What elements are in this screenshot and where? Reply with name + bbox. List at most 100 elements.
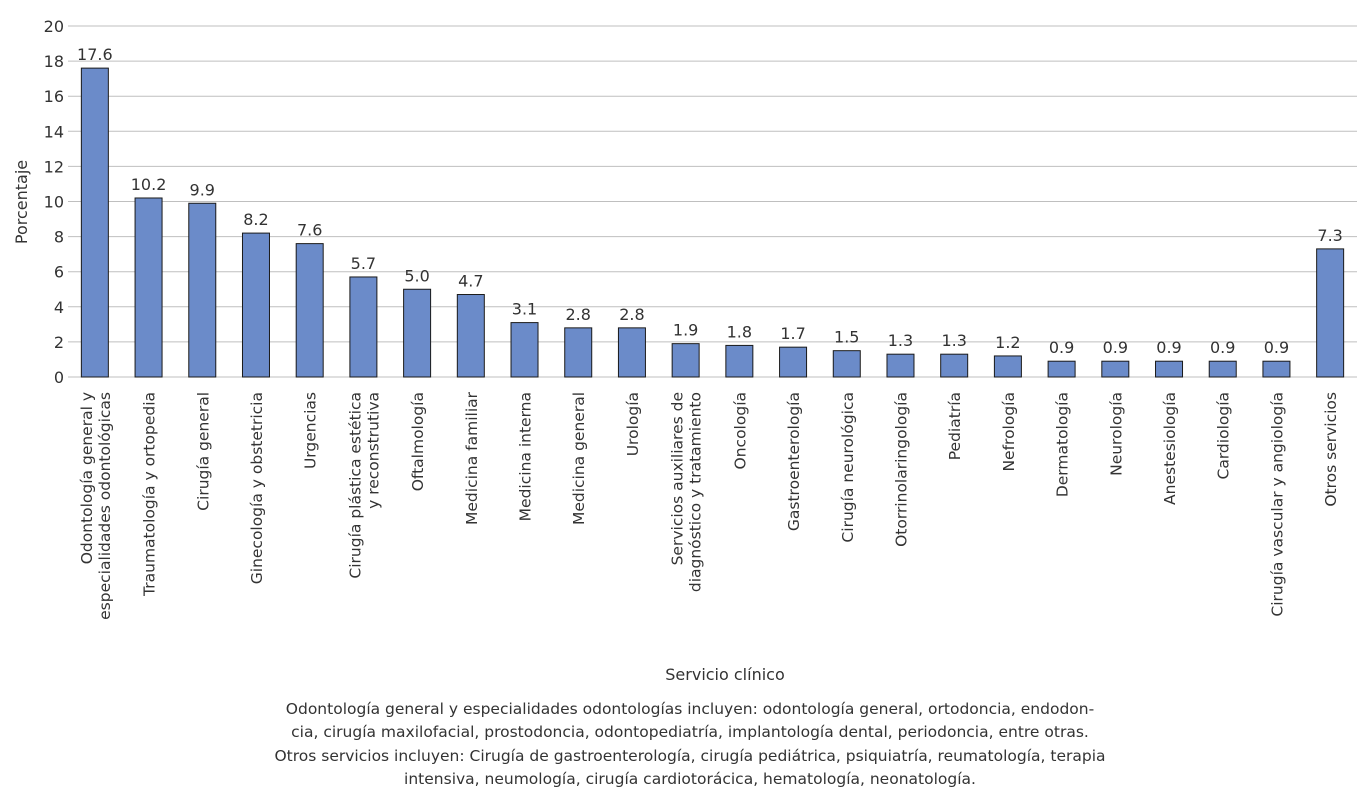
bar-value-label: 7.6	[297, 221, 322, 240]
x-tick-label-line: Urología	[624, 392, 642, 456]
bar-value-label: 3.1	[512, 300, 537, 319]
bar	[1262, 360, 1291, 378]
bar-value-label: 0.9	[1210, 338, 1235, 357]
x-tick-label-line: Cirugía general	[194, 392, 212, 511]
y-tick-label: 8	[54, 228, 64, 247]
bar-value-label: 5.7	[351, 254, 376, 273]
x-tick-label: Nefrología	[1000, 392, 1018, 472]
bar	[1047, 360, 1076, 378]
x-tick-label-line: Oncología	[731, 392, 749, 469]
x-tick-label-line: diagnóstico y tratamiento	[687, 392, 705, 592]
x-tick-label: Otros servicios	[1322, 392, 1340, 507]
value-labels: 17.6 10.2 9.9 8.2 7.6 5.7 5.0 4.7 3.1 2.8 2.8 1.9 1.…	[77, 45, 1343, 357]
x-tick-label: Oftalmología	[409, 392, 427, 491]
footnote-line: Odontología general y especialidades odo…	[285, 700, 1095, 718]
x-tick-label: Urología	[624, 392, 642, 456]
footnote-line: Otros servicios incluyen: Cirugía de gas…	[274, 747, 1106, 765]
bar-chart: 0 2 4 6 8 10 12 14 16 18 20 17.6 10.2 9.9 8.2 7.6 5.7 5.…	[12, 17, 1357, 680]
x-tick-label: Servicios auxiliares de diagnóstico y tra…	[669, 392, 705, 592]
x-tick-label-line: Neurología	[1107, 392, 1125, 476]
bar	[993, 355, 1022, 378]
x-tick-label-line: Pediatría	[946, 392, 964, 460]
bar	[134, 197, 163, 378]
x-tick-label: Odontología general y especialidades odon…	[78, 392, 114, 620]
bar-value-label: 4.7	[458, 272, 483, 291]
x-tick-label-line: Oftalmología	[409, 392, 427, 491]
x-tick-label: Medicina general	[570, 392, 588, 525]
x-tick-label-line: Anestesiología	[1161, 392, 1179, 505]
x-tick-label-line: Gastroenterología	[785, 392, 803, 531]
bar	[295, 243, 324, 378]
x-tick-label: Neurología	[1107, 392, 1125, 476]
x-tick-label-line: Cardiología	[1215, 392, 1233, 479]
x-tick-label: Cirugía vascular y angiología	[1268, 392, 1286, 617]
y-tick-label: 10	[44, 193, 64, 212]
x-axis-title: Servicio clínico	[665, 665, 784, 680]
y-tick-label: 6	[54, 263, 64, 282]
y-axis-title: Porcentaje	[12, 160, 31, 244]
x-tick-label-line: Ginecología y obstetricia	[248, 392, 266, 584]
x-tick-label: Cirugía general	[194, 392, 212, 511]
y-tick-label: 14	[44, 122, 64, 141]
x-tick-label: Medicina familiar	[463, 391, 481, 525]
y-tick-label: 16	[44, 87, 64, 106]
y-tick-label: 0	[54, 368, 64, 387]
bar-value-label: 5.0	[404, 266, 429, 285]
bar	[456, 294, 485, 378]
bar	[188, 202, 217, 378]
bar	[1101, 360, 1130, 378]
y-tick-label: 2	[54, 333, 64, 352]
x-tick-label: Anestesiología	[1161, 392, 1179, 505]
x-tick-label-line: Medicina general	[570, 392, 588, 525]
bar-value-label: 0.9	[1103, 338, 1128, 357]
bar	[617, 327, 646, 378]
y-tick-label: 20	[44, 17, 64, 36]
bar-value-label: 0.9	[1264, 338, 1289, 357]
bars	[80, 67, 1345, 378]
bar-value-label: 1.8	[727, 322, 752, 341]
bar-value-label: 2.8	[619, 305, 644, 324]
footnote-line: intensiva, neumología, cirugía cardiotor…	[404, 770, 976, 788]
x-tick-label-line: Otorrinolaringología	[892, 392, 910, 547]
x-tick-label: Pediatría	[946, 392, 964, 460]
bar	[1208, 360, 1237, 378]
bar-value-label: 17.6	[77, 45, 113, 64]
bar	[241, 232, 270, 378]
bar-value-label: 1.3	[888, 331, 913, 350]
y-tick-label: 18	[44, 52, 64, 71]
x-tick-label: Cirugía plástica estética y reconstrutiva	[346, 392, 382, 579]
x-tick-label-line: Servicios auxiliares de	[669, 392, 687, 565]
bar	[403, 288, 432, 378]
x-tick-label-line: Urgencias	[302, 392, 320, 469]
x-tick-label: Urgencias	[302, 392, 320, 469]
x-tick-label-line: Medicina familiar	[463, 391, 481, 525]
bar-value-label: 1.9	[673, 321, 698, 340]
bar	[349, 276, 378, 378]
footnote-line: cia, cirugía maxilofacial, prostodoncia,…	[291, 723, 1089, 741]
x-tick-label: Traumatología y ortopedia	[141, 392, 159, 597]
x-tick-label: Oncología	[731, 392, 749, 469]
x-tick-label-line: Cirugía plástica estética	[346, 392, 364, 579]
x-tick-label-line: Cirugía neurológica	[839, 392, 857, 543]
x-tick-label: Ginecología y obstetricia	[248, 392, 266, 584]
bar-value-label: 8.2	[243, 210, 268, 229]
x-tick-label-line: Dermatología	[1054, 392, 1072, 497]
bar	[779, 346, 808, 378]
bar	[80, 67, 109, 378]
bar-value-label: 1.5	[834, 328, 859, 347]
bar-value-label: 9.9	[190, 180, 215, 199]
bar	[510, 322, 539, 378]
bar-value-label: 1.7	[780, 324, 805, 343]
x-tick-label-line: Nefrología	[1000, 392, 1018, 472]
x-tick-label: Gastroenterología	[785, 392, 803, 531]
x-axis-ticks: Odontología general y especialidades odon…	[78, 391, 1340, 619]
bar	[564, 327, 593, 378]
bar-value-label: 0.9	[1156, 338, 1181, 357]
x-tick-label-line: especialidades odontológicas	[96, 392, 114, 620]
bar-value-label: 1.3	[941, 331, 966, 350]
x-tick-label-line: Medicina interna	[517, 392, 535, 521]
x-tick-label: Dermatología	[1054, 392, 1072, 497]
bar	[832, 350, 861, 378]
y-tick-label: 4	[54, 298, 64, 317]
bar-value-label: 10.2	[131, 175, 167, 194]
